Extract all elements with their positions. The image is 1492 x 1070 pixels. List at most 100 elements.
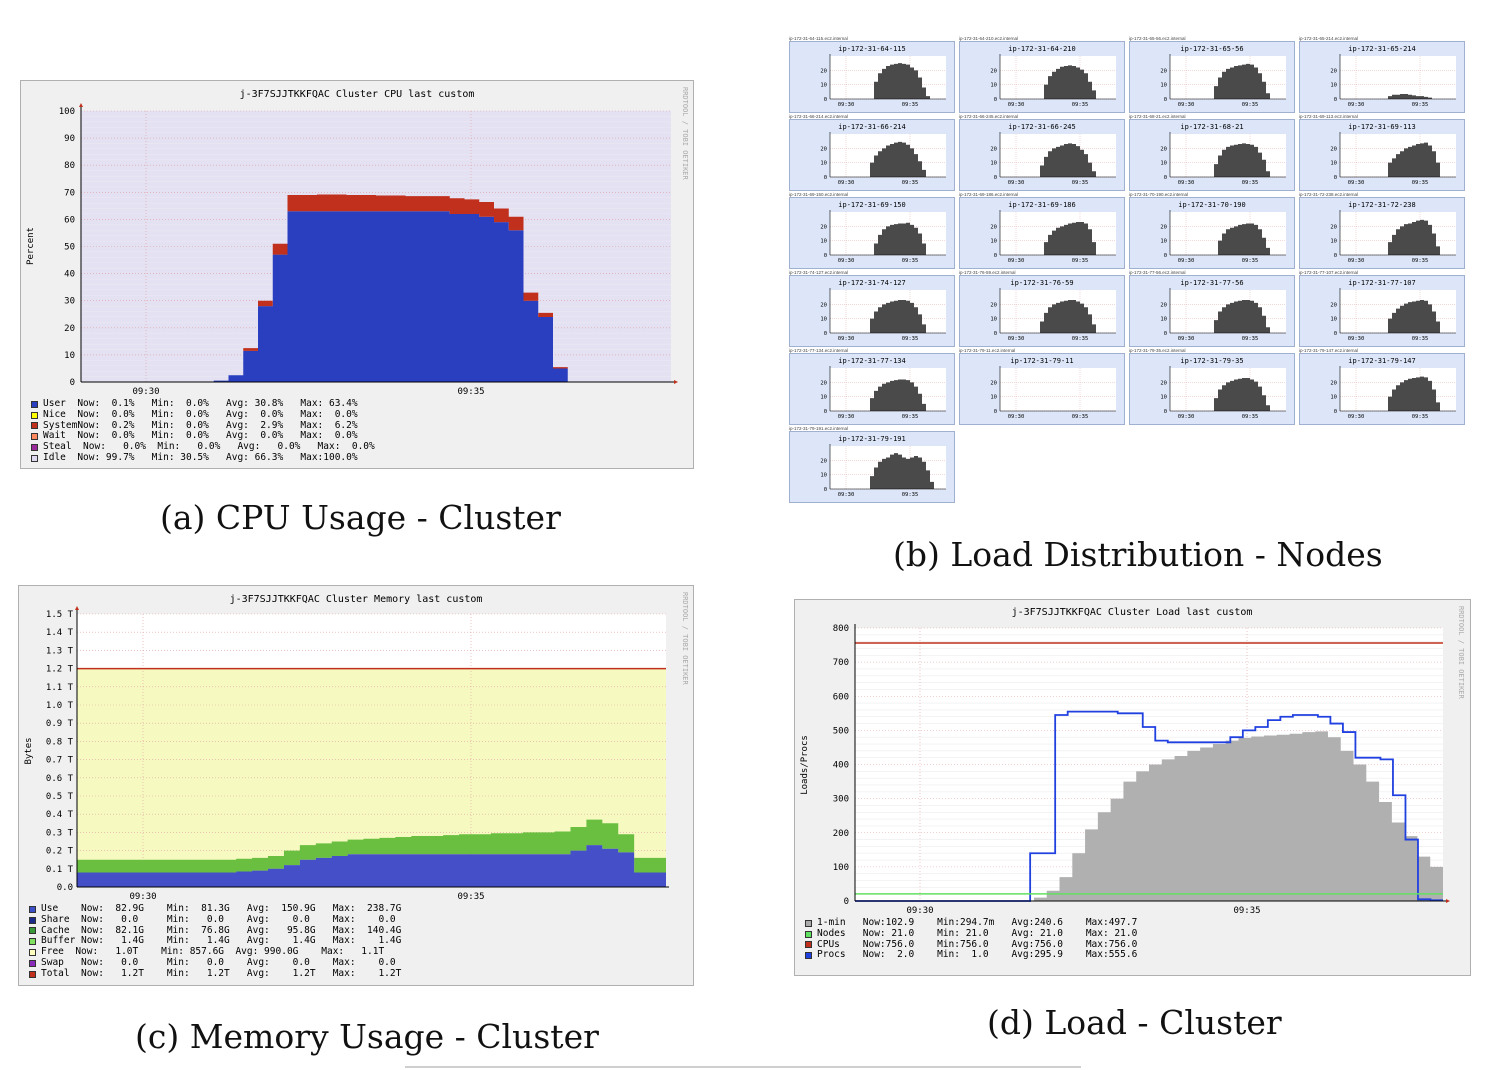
node-chart-ip-172-31-76-59[interactable]: ip-172-31-76-59 0 10 20 09:30 09:35 xyxy=(959,275,1125,347)
plot-background xyxy=(1000,368,1116,411)
y-tick-label: 0 xyxy=(1164,331,1167,337)
y-arrow xyxy=(75,606,79,610)
y-tick-label: 10 xyxy=(990,317,997,323)
node-chart-svg: ip-172-31-79-35 0 10 20 09:30 09:35 xyxy=(1160,357,1286,420)
node-chart-ip-172-31-79-35[interactable]: ip-172-31-79-35 0 10 20 09:30 09:35 xyxy=(1129,353,1295,425)
y-tick-label: 0.6 T xyxy=(46,774,74,784)
y-tick-label: 40 xyxy=(64,270,75,280)
y-tick-label: 0 xyxy=(994,97,997,103)
y-tick-label: 0 xyxy=(824,97,827,103)
node-chart-svg: ip-172-31-64-115 0 10 20 09:30 09:35 xyxy=(820,45,946,108)
y-tick-label: 1.2 T xyxy=(46,665,74,675)
x-tick-label: 09:35 xyxy=(902,492,919,498)
node-chart-ip-172-31-66-245[interactable]: ip-172-31-66-245 0 10 20 09:30 09:35 xyxy=(959,119,1125,191)
y-tick-label: 10 xyxy=(1160,239,1167,245)
plot-background xyxy=(1340,56,1456,99)
node-title: ip-172-31-72-238 xyxy=(1348,201,1415,209)
node-chart-ip-172-31-74-127[interactable]: ip-172-31-74-127 0 10 20 09:30 09:35 xyxy=(789,275,955,347)
node-chart-ip-172-31-79-11[interactable]: ip-172-31-79-11 0 10 20 09:30 09:35 xyxy=(959,353,1125,425)
y-axis-label: Loads/Procs xyxy=(800,735,810,795)
node-chart-ip-172-31-72-238[interactable]: ip-172-31-72-238 0 10 20 09:30 09:35 xyxy=(1299,197,1465,269)
node-hostname: ip-172-31-64-115.ec2.internal xyxy=(789,36,848,41)
legend-swatch xyxy=(31,411,38,419)
node-chart-ip-172-31-65-56[interactable]: ip-172-31-65-56 0 10 20 09:30 09:35 xyxy=(1129,41,1295,113)
node-chart-ip-172-31-77-107[interactable]: ip-172-31-77-107 0 10 20 09:30 09:35 xyxy=(1299,275,1465,347)
node-chart-svg: ip-172-31-79-191 0 10 20 09:30 09:35 xyxy=(820,435,946,498)
node-chart-ip-172-31-69-113[interactable]: ip-172-31-69-113 0 10 20 09:30 09:35 xyxy=(1299,119,1465,191)
y-tick-label: 700 xyxy=(833,658,849,668)
y-tick-label: 20 xyxy=(1160,146,1167,152)
node-hostname: ip-172-31-64-210.ec2.internal xyxy=(959,36,1019,41)
x-tick-label: 09:35 xyxy=(1072,336,1089,342)
node-title: ip-172-31-68-21 xyxy=(1180,123,1243,131)
node-hostname: ip-172-31-66-245.ec2.internal xyxy=(959,114,1019,119)
y-tick-label: 0 xyxy=(1334,409,1337,415)
legend-swatch xyxy=(29,927,36,935)
y-tick-label: 1.3 T xyxy=(46,646,74,656)
legend-text: Use Now: 82.9G Min: 81.3G Avg: 150.9G Ma… xyxy=(41,903,402,914)
y-tick-label: 20 xyxy=(1330,68,1337,74)
x-tick-label: 09:35 xyxy=(1412,414,1429,420)
load-area xyxy=(1340,142,1456,177)
node-chart-ip-172-31-70-190[interactable]: ip-172-31-70-190 0 10 20 09:30 09:35 xyxy=(1129,197,1295,269)
node-hostname: ip-172-31-68-21.ec2.internal xyxy=(1129,114,1186,119)
node-chart-ip-172-31-66-214[interactable]: ip-172-31-66-214 0 10 20 09:30 09:35 xyxy=(789,119,955,191)
y-tick-label: 20 xyxy=(1330,146,1337,152)
y-tick-label: 20 xyxy=(990,380,997,386)
x-tick-label: 09:35 xyxy=(1242,180,1259,186)
y-tick-label: 0 xyxy=(70,378,75,388)
node-title: ip-172-31-69-186 xyxy=(1008,201,1075,209)
node-title: ip-172-31-69-150 xyxy=(838,201,905,209)
load-area xyxy=(1340,93,1456,99)
node-chart-svg: ip-172-31-65-214 0 10 20 09:30 09:35 xyxy=(1330,45,1456,108)
node-chart-svg: ip-172-31-76-59 0 10 20 09:30 09:35 xyxy=(990,279,1116,342)
y-tick-label: 0.4 T xyxy=(46,810,74,820)
y-tick-label: 10 xyxy=(1330,395,1337,401)
y-tick-label: 0 xyxy=(824,175,827,181)
node-hostname: ip-172-31-77-107.ec2.internal xyxy=(1299,270,1359,275)
rrdtool-credit: RRDTOOL / TOBI OETIKER xyxy=(681,87,689,180)
load-chart-panel: j-3F7SJJTKKFQAC Cluster Load last custom… xyxy=(794,599,1471,976)
rrdtool-credit: RRDTOOL / TOBI OETIKER xyxy=(1457,606,1465,699)
y-axis-label: Bytes xyxy=(24,737,34,764)
node-chart-ip-172-31-79-147[interactable]: ip-172-31-79-147 0 10 20 09:30 09:35 xyxy=(1299,353,1465,425)
y-tick-label: 20 xyxy=(820,458,827,464)
legend-swatch xyxy=(29,905,36,913)
memory-chart: j-3F7SJJTKKFQAC Cluster Memory last cust… xyxy=(24,594,669,902)
node-chart-ip-172-31-65-214[interactable]: ip-172-31-65-214 0 10 20 09:30 09:35 xyxy=(1299,41,1465,113)
legend-row: Idle Now: 99.7% Min: 30.5% Avg: 66.3% Ma… xyxy=(31,452,375,464)
node-title: ip-172-31-76-59 xyxy=(1010,279,1073,287)
node-chart-ip-172-31-69-150[interactable]: ip-172-31-69-150 0 10 20 09:30 09:35 xyxy=(789,197,955,269)
y-tick-label: 20 xyxy=(1160,68,1167,74)
legend-text: SystemNow: 0.2% Min: 0.0% Avg: 2.9% Max:… xyxy=(43,419,358,431)
x-tick-label: 09:30 xyxy=(132,387,159,397)
y-tick-label: 300 xyxy=(833,795,849,805)
y-tick-label: 0 xyxy=(1334,331,1337,337)
legend-text: Procs Now: 2.0 Min: 1.0 Avg:295.9 Max:55… xyxy=(817,949,1138,961)
node-chart-ip-172-31-69-186[interactable]: ip-172-31-69-186 0 10 20 09:30 09:35 xyxy=(959,197,1125,269)
caption-load-distribution: (b) Load Distribution - Nodes xyxy=(893,535,1383,574)
node-chart-ip-172-31-77-134[interactable]: ip-172-31-77-134 0 10 20 09:30 09:35 xyxy=(789,353,955,425)
legend-swatch xyxy=(31,433,38,441)
node-chart-ip-172-31-68-21[interactable]: ip-172-31-68-21 0 10 20 09:30 09:35 xyxy=(1129,119,1295,191)
x-tick-label: 09:30 xyxy=(838,414,855,420)
chart-title: j-3F7SJJTKKFQAC Cluster Memory last cust… xyxy=(230,594,483,605)
y-tick-label: 0.9 T xyxy=(46,719,74,729)
y-tick-label: 500 xyxy=(833,726,849,736)
x-tick-label: 09:30 xyxy=(1178,414,1195,420)
y-tick-label: 0 xyxy=(824,253,827,259)
y-tick-label: 10 xyxy=(990,83,997,89)
cpu-chart-panel: j-3F7SJJTKKFQAC Cluster CPU last custom 0… xyxy=(20,80,694,469)
node-chart-ip-172-31-79-191[interactable]: ip-172-31-79-191 0 10 20 09:30 09:35 xyxy=(789,431,955,503)
x-tick-label: 09:35 xyxy=(1072,414,1089,420)
node-chart-ip-172-31-64-210[interactable]: ip-172-31-64-210 0 10 20 09:30 09:35 xyxy=(959,41,1125,113)
node-chart-ip-172-31-77-56[interactable]: ip-172-31-77-56 0 10 20 09:30 09:35 xyxy=(1129,275,1295,347)
x-tick-label: 09:30 xyxy=(838,336,855,342)
node-chart-svg: ip-172-31-68-21 0 10 20 09:30 09:35 xyxy=(1160,123,1286,186)
node-title: ip-172-31-65-56 xyxy=(1180,45,1243,53)
legend-row: Buffer Now: 1.4G Min: 1.4G Avg: 1.4G Max… xyxy=(29,936,401,947)
y-tick-label: 20 xyxy=(1160,380,1167,386)
x-tick-label: 09:35 xyxy=(902,336,919,342)
node-chart-ip-172-31-64-115[interactable]: ip-172-31-64-115 0 10 20 09:30 09:35 xyxy=(789,41,955,113)
node-chart-svg: ip-172-31-69-113 0 10 20 09:30 09:35 xyxy=(1330,123,1456,186)
